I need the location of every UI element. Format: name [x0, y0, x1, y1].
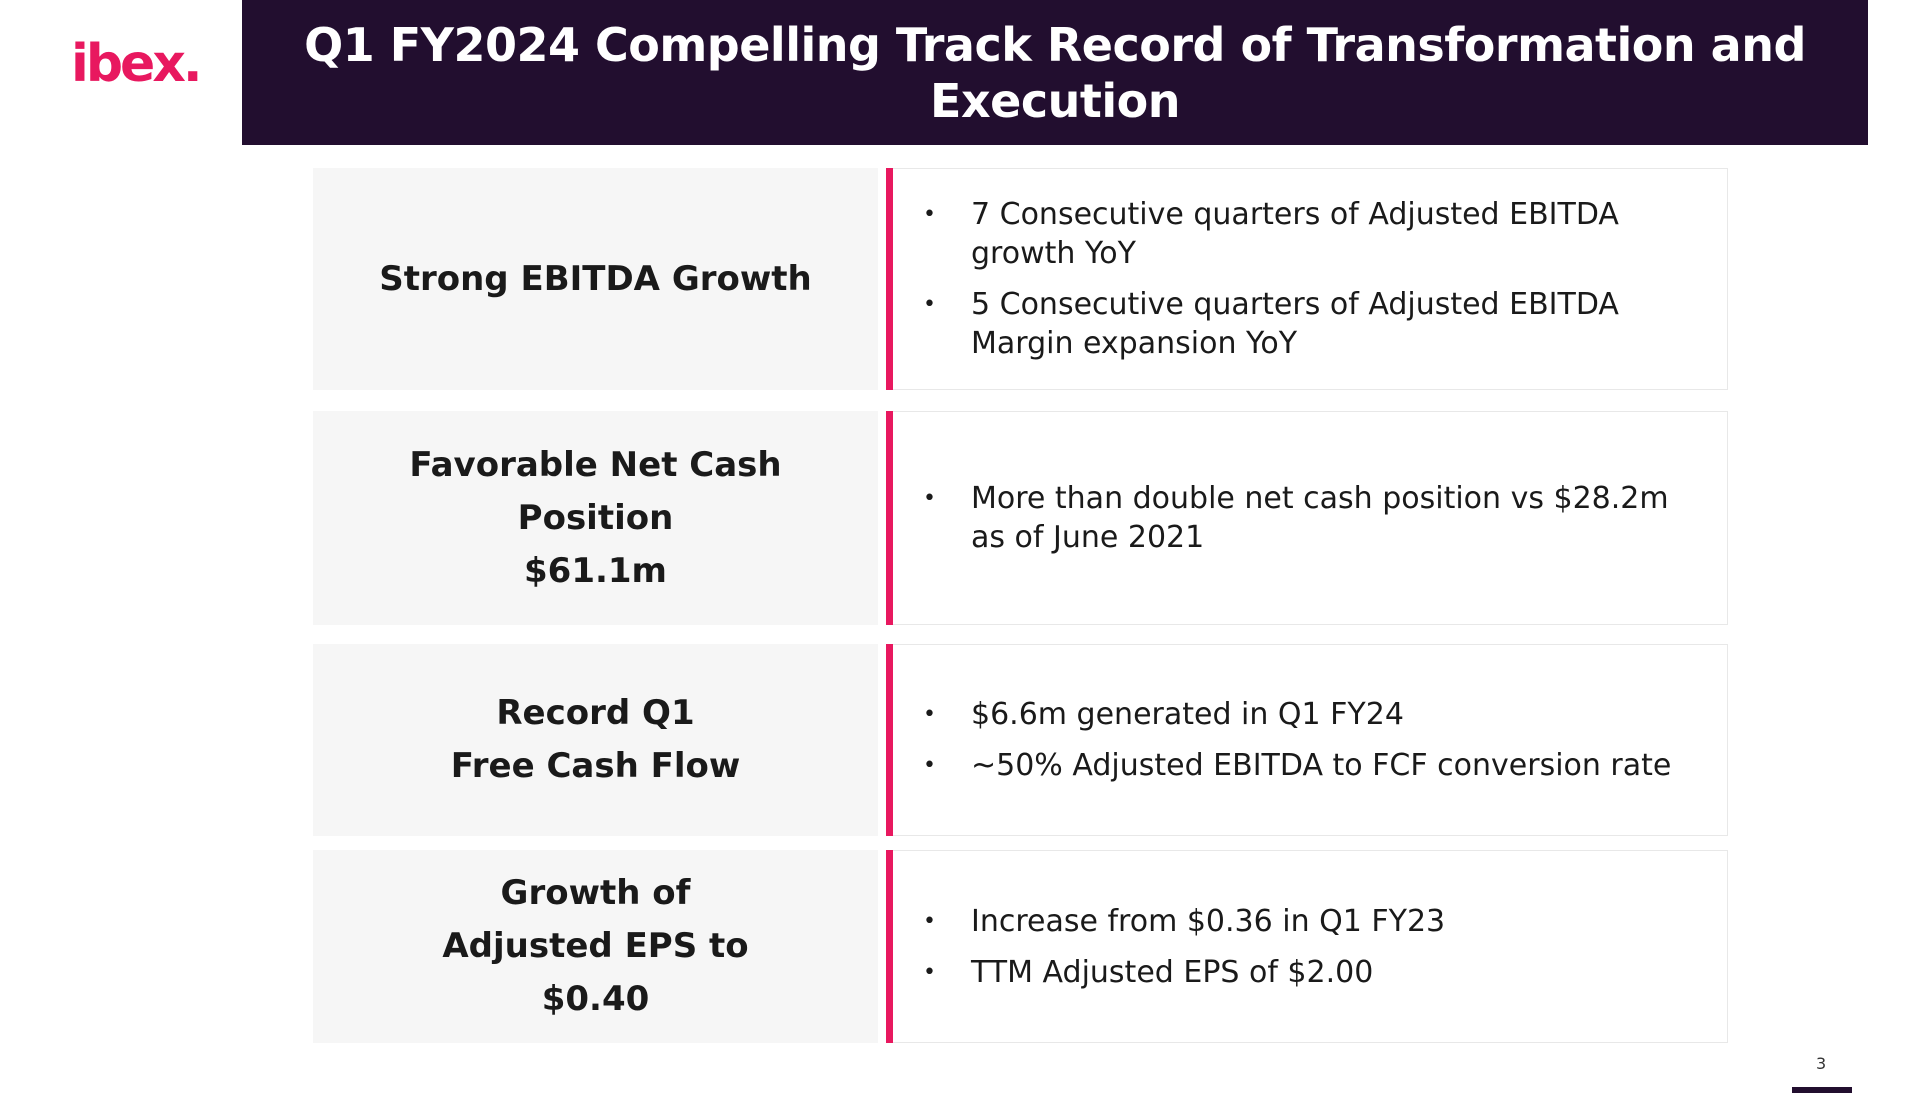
bullet-list: $6.6m generated in Q1 FY24 ~50% Adjusted…	[923, 683, 1707, 797]
accent-bar	[886, 168, 893, 390]
row-label: Favorable Net Cash Position $61.1m	[409, 444, 782, 591]
row-label: Strong EBITDA Growth	[379, 258, 812, 299]
bullet-list: Increase from $0.36 in Q1 FY23 TTM Adjus…	[923, 890, 1707, 1004]
bullet-list: 7 Consecutive quarters of Adjusted EBITD…	[923, 183, 1707, 375]
row-label: Growth of Adjusted EPS to $0.40	[442, 873, 749, 1019]
row-adjusted-eps: Growth of Adjusted EPS to $0.40 Increase…	[313, 850, 1728, 1043]
row-label-panel: Growth of Adjusted EPS to $0.40	[313, 850, 878, 1043]
bullet-list: More than double net cash position vs $2…	[923, 467, 1707, 569]
title-banner: Q1 FY2024 Compelling Track Record of Tra…	[242, 0, 1868, 145]
row-ebitda-growth: Strong EBITDA Growth 7 Consecutive quart…	[313, 168, 1728, 390]
bullet-item: TTM Adjusted EPS of $2.00	[923, 953, 1707, 992]
row-label: Record Q1 Free Cash Flow	[450, 693, 741, 786]
row-detail-panel: 7 Consecutive quarters of Adjusted EBITD…	[893, 168, 1728, 390]
accent-bar	[886, 850, 893, 1043]
bullet-item: Increase from $0.36 in Q1 FY23	[923, 902, 1707, 941]
bullet-item: $6.6m generated in Q1 FY24	[923, 695, 1707, 734]
bullet-item: ~50% Adjusted EBITDA to FCF conversion r…	[923, 746, 1707, 785]
row-label-panel: Favorable Net Cash Position $61.1m	[313, 411, 878, 625]
row-free-cash-flow: Record Q1 Free Cash Flow $6.6m generated…	[313, 644, 1728, 836]
row-label-panel: Record Q1 Free Cash Flow	[313, 644, 878, 836]
page-number: 3	[1816, 1054, 1827, 1073]
bullet-item: 7 Consecutive quarters of Adjusted EBITD…	[923, 195, 1707, 273]
row-detail-panel: $6.6m generated in Q1 FY24 ~50% Adjusted…	[893, 644, 1728, 836]
bullet-item: 5 Consecutive quarters of Adjusted EBITD…	[923, 285, 1707, 363]
row-detail-panel: More than double net cash position vs $2…	[893, 411, 1728, 625]
page-number-underline	[1792, 1087, 1852, 1093]
accent-bar	[886, 644, 893, 836]
row-label-panel: Strong EBITDA Growth	[313, 168, 878, 390]
accent-bar	[886, 411, 893, 625]
row-detail-panel: Increase from $0.36 in Q1 FY23 TTM Adjus…	[893, 850, 1728, 1043]
ibex-logo: ibex.	[71, 34, 203, 94]
row-net-cash: Favorable Net Cash Position $61.1m More …	[313, 411, 1728, 625]
page-title: Q1 FY2024 Compelling Track Record of Tra…	[304, 17, 1806, 128]
bullet-item: More than double net cash position vs $2…	[923, 479, 1707, 557]
